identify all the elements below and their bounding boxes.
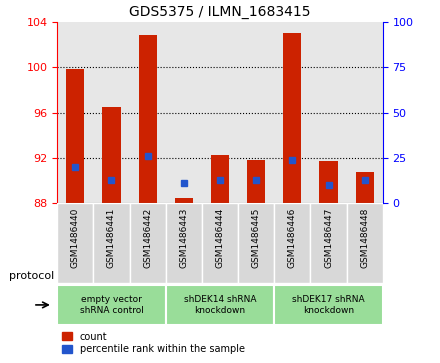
Text: GSM1486442: GSM1486442 bbox=[143, 207, 152, 268]
Bar bbox=[57, 22, 93, 203]
Bar bbox=[57, 285, 166, 325]
Bar bbox=[347, 22, 383, 203]
Text: shDEK14 shRNA
knockdown: shDEK14 shRNA knockdown bbox=[184, 295, 256, 315]
Bar bbox=[103, 107, 121, 203]
Bar bbox=[93, 203, 129, 283]
Text: protocol: protocol bbox=[9, 271, 54, 281]
Text: GSM1486444: GSM1486444 bbox=[216, 207, 224, 268]
Text: GSM1486447: GSM1486447 bbox=[324, 207, 333, 268]
Text: GSM1486441: GSM1486441 bbox=[107, 207, 116, 268]
Bar bbox=[166, 203, 202, 283]
Bar bbox=[129, 203, 166, 283]
Bar bbox=[166, 285, 274, 325]
Bar bbox=[319, 161, 337, 203]
Bar bbox=[166, 22, 202, 203]
Bar bbox=[139, 36, 157, 203]
Bar bbox=[311, 203, 347, 283]
Bar bbox=[356, 172, 374, 203]
Bar bbox=[202, 22, 238, 203]
Text: GSM1486446: GSM1486446 bbox=[288, 207, 297, 268]
Text: GSM1486445: GSM1486445 bbox=[252, 207, 260, 268]
Bar bbox=[247, 160, 265, 203]
Bar bbox=[274, 22, 311, 203]
Bar bbox=[274, 285, 383, 325]
Bar bbox=[175, 197, 193, 203]
Bar bbox=[238, 22, 274, 203]
Bar bbox=[129, 22, 166, 203]
Bar bbox=[211, 155, 229, 203]
Bar bbox=[57, 203, 93, 283]
Text: GSM1486443: GSM1486443 bbox=[180, 207, 188, 268]
Bar bbox=[66, 69, 84, 203]
Bar bbox=[238, 203, 274, 283]
Bar bbox=[93, 22, 129, 203]
Legend: count, percentile rank within the sample: count, percentile rank within the sample bbox=[62, 331, 245, 355]
Bar bbox=[311, 22, 347, 203]
Text: GSM1486448: GSM1486448 bbox=[360, 207, 369, 268]
Bar bbox=[283, 33, 301, 203]
Text: empty vector
shRNA control: empty vector shRNA control bbox=[80, 295, 143, 315]
Bar bbox=[202, 203, 238, 283]
Title: GDS5375 / ILMN_1683415: GDS5375 / ILMN_1683415 bbox=[129, 5, 311, 19]
Text: shDEK17 shRNA
knockdown: shDEK17 shRNA knockdown bbox=[292, 295, 365, 315]
Text: GSM1486440: GSM1486440 bbox=[71, 207, 80, 268]
Bar bbox=[274, 203, 311, 283]
Bar bbox=[347, 203, 383, 283]
